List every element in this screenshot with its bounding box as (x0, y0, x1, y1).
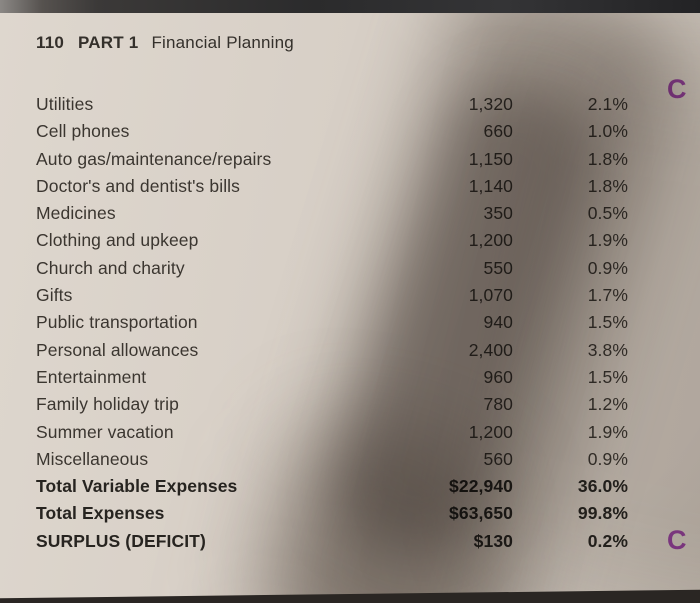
expense-amount: 1,150 (468, 148, 513, 169)
photo-edge-top (0, 0, 700, 13)
expense-percent: 1.8% (587, 175, 628, 196)
expense-label: Public transportation (36, 312, 198, 333)
page-number: 110 (36, 33, 65, 52)
expense-percent: 99.8% (577, 503, 628, 524)
part-label: PART 1 (78, 33, 139, 52)
table-row: Auto gas/maintenance/repairs 1,150 1.8% (36, 146, 628, 173)
expense-label: Cell phones (36, 121, 130, 142)
table-row: Doctor's and dentist's bills 1,140 1.8% (36, 173, 628, 200)
table-row: Public transportation 940 1.5% (36, 309, 628, 336)
expense-label: Total Expenses (36, 503, 165, 524)
table-row: Family holiday trip 780 1.2% (36, 391, 628, 418)
expense-percent: 1.5% (587, 312, 628, 333)
expense-percent: 1.2% (587, 394, 628, 415)
expense-amount: 960 (483, 366, 513, 387)
expense-percent: 1.7% (587, 285, 628, 306)
expense-amount: 940 (483, 312, 513, 333)
expense-label: Summer vacation (36, 421, 174, 442)
expense-amount: $63,650 (449, 503, 513, 524)
expense-percent: 1.9% (587, 421, 628, 442)
expense-label: Church and charity (36, 257, 185, 278)
expense-amount: 1,140 (468, 175, 513, 196)
expense-amount: $130 (473, 530, 513, 551)
expense-percent: 1.8% (587, 148, 628, 169)
expense-percent: 3.8% (587, 339, 628, 360)
expense-percent: 2.1% (587, 94, 628, 114)
table-row: Utilities 1,320 2.1% (36, 91, 628, 118)
margin-letter-bottom: C (667, 525, 688, 555)
expense-label: Gifts (36, 285, 73, 306)
table-row: SURPLUS (DEFICIT) $130 0.2% (36, 528, 628, 555)
expense-label: SURPLUS (DEFICIT) (36, 530, 206, 551)
expense-amount: 1,070 (468, 285, 513, 306)
expense-label: Clothing and upkeep (36, 230, 199, 251)
expense-label: Auto gas/maintenance/repairs (36, 148, 272, 169)
expense-label: Entertainment (36, 366, 147, 387)
table-row: Entertainment 960 1.5% (36, 364, 628, 391)
table-row: Gifts 1,070 1.7% (36, 282, 628, 309)
expense-percent: 1.9% (587, 230, 628, 251)
expense-label: Doctor's and dentist's bills (36, 175, 241, 196)
table-row: Total Expenses $63,650 99.8% (36, 500, 628, 527)
table-row: Medicines 350 0.5% (36, 200, 628, 227)
table-row: Total Variable Expenses $22,940 36.0% (36, 473, 628, 500)
expense-label: Family holiday trip (36, 394, 179, 415)
expense-amount: 1,200 (468, 230, 513, 251)
table-row: Miscellaneous 560 0.9% (36, 446, 628, 473)
expense-percent: 36.0% (577, 476, 628, 497)
expense-percent: 0.5% (587, 203, 628, 224)
table-row: Summer vacation 1,200 1.9% (36, 419, 628, 446)
expense-amount: 1,320 (468, 94, 513, 114)
expense-label: Miscellaneous (36, 448, 149, 469)
expense-amount: 2,400 (468, 339, 513, 360)
expense-percent: 0.2% (587, 530, 628, 551)
expense-amount: 550 (483, 257, 513, 278)
expense-amount: 350 (483, 203, 513, 224)
page-header: 110 PART 1 Financial Planning (36, 33, 294, 53)
expense-percent: 0.9% (587, 448, 628, 469)
part-title: Financial Planning (151, 33, 294, 52)
expense-label: Total Variable Expenses (36, 476, 238, 497)
expense-amount: 660 (483, 121, 513, 142)
table-row: Clothing and upkeep 1,200 1.9% (36, 227, 628, 254)
expense-label: Medicines (36, 203, 116, 224)
expense-percent: 1.5% (587, 366, 628, 387)
expense-label: Personal allowances (36, 339, 199, 360)
table-row: Church and charity 550 0.9% (36, 255, 628, 282)
expense-amount: 560 (483, 448, 513, 469)
expense-amount: $22,940 (449, 476, 513, 497)
margin-letter-top: C (667, 74, 688, 104)
expense-table: Utilities 1,320 2.1% Cell phones 660 1.0… (36, 91, 628, 555)
expense-percent: 0.9% (587, 257, 628, 278)
expense-percent: 1.0% (587, 121, 628, 142)
table-row: Personal allowances 2,400 3.8% (36, 337, 628, 364)
expense-amount: 780 (483, 394, 513, 415)
table-row: Cell phones 660 1.0% (36, 118, 628, 145)
photo-edge-bottom (0, 589, 700, 603)
expense-label: Utilities (36, 94, 94, 114)
expense-amount: 1,200 (468, 421, 513, 442)
